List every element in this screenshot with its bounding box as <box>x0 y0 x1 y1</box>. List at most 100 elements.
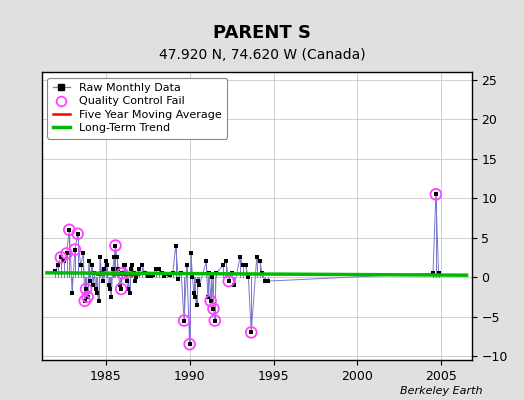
Point <box>135 266 144 272</box>
Point <box>115 282 124 288</box>
Point <box>230 282 238 288</box>
Point <box>89 282 97 288</box>
Point <box>222 258 230 264</box>
Point <box>429 270 437 276</box>
Point <box>258 270 267 276</box>
Point <box>107 294 115 300</box>
Point <box>434 270 443 276</box>
Point <box>104 282 113 288</box>
Point <box>192 302 201 308</box>
Point <box>211 317 219 324</box>
Point <box>194 278 202 284</box>
Point <box>117 286 125 292</box>
Point <box>180 317 188 324</box>
Point <box>212 270 220 276</box>
Point <box>166 272 174 278</box>
Point <box>174 276 182 282</box>
Point <box>149 272 157 278</box>
Point <box>211 317 219 324</box>
Point <box>432 191 440 198</box>
Point <box>432 191 440 198</box>
Point <box>219 262 227 268</box>
Point <box>180 317 188 324</box>
Point <box>73 230 82 237</box>
Point <box>169 270 177 276</box>
Point <box>185 341 194 348</box>
Point <box>100 266 108 272</box>
Point <box>238 262 247 268</box>
Point <box>123 278 131 284</box>
Point <box>261 278 269 284</box>
Point <box>110 254 118 261</box>
Point <box>85 258 93 264</box>
Point <box>190 290 198 296</box>
Point <box>79 250 88 257</box>
Point <box>102 258 110 264</box>
Point <box>202 258 211 264</box>
Legend: Raw Monthly Data, Quality Control Fail, Five Year Moving Average, Long-Term Tren: Raw Monthly Data, Quality Control Fail, … <box>48 78 227 139</box>
Point <box>99 278 107 284</box>
Point <box>247 329 255 336</box>
Point <box>121 262 129 268</box>
Point <box>129 270 138 276</box>
Point <box>94 298 103 304</box>
Point <box>83 294 92 300</box>
Point <box>125 290 134 296</box>
Point <box>97 270 106 276</box>
Point <box>62 250 71 257</box>
Point <box>209 306 217 312</box>
Point <box>119 262 128 268</box>
Point <box>191 294 199 300</box>
Point <box>128 262 136 268</box>
Point <box>138 262 146 268</box>
Point <box>93 290 102 296</box>
Point <box>188 274 196 280</box>
Point <box>160 272 169 279</box>
Point <box>77 262 85 268</box>
Point <box>57 254 65 261</box>
Point <box>127 266 135 272</box>
Point <box>171 242 180 249</box>
Text: 47.920 N, 74.620 W (Canada): 47.920 N, 74.620 W (Canada) <box>159 48 365 62</box>
Point <box>73 230 82 237</box>
Point <box>206 298 215 304</box>
Point <box>71 246 79 253</box>
Point <box>209 306 217 312</box>
Point <box>208 274 216 280</box>
Point <box>65 227 73 233</box>
Point <box>124 286 132 292</box>
Point <box>155 266 163 272</box>
Point <box>157 270 166 276</box>
Point <box>253 254 261 261</box>
Point <box>111 242 119 249</box>
Point <box>225 278 233 284</box>
Point <box>60 258 68 264</box>
Point <box>82 286 90 292</box>
Point <box>140 270 149 276</box>
Point <box>244 274 253 280</box>
Point <box>82 286 90 292</box>
Point <box>203 294 212 300</box>
Point <box>225 278 233 284</box>
Point <box>132 274 140 280</box>
Point <box>103 262 111 268</box>
Point <box>65 227 73 233</box>
Point <box>185 341 194 348</box>
Point <box>114 266 123 272</box>
Point <box>242 262 250 268</box>
Point <box>236 254 244 261</box>
Point <box>146 272 155 279</box>
Point <box>108 266 117 272</box>
Point <box>68 290 77 296</box>
Point <box>111 242 119 249</box>
Point <box>205 270 213 276</box>
Point <box>255 258 264 264</box>
Point <box>177 270 185 276</box>
Point <box>118 270 127 276</box>
Point <box>90 270 99 276</box>
Point <box>86 278 94 284</box>
Point <box>57 254 65 261</box>
Point <box>163 271 171 277</box>
Point <box>206 298 215 304</box>
Point <box>182 262 191 268</box>
